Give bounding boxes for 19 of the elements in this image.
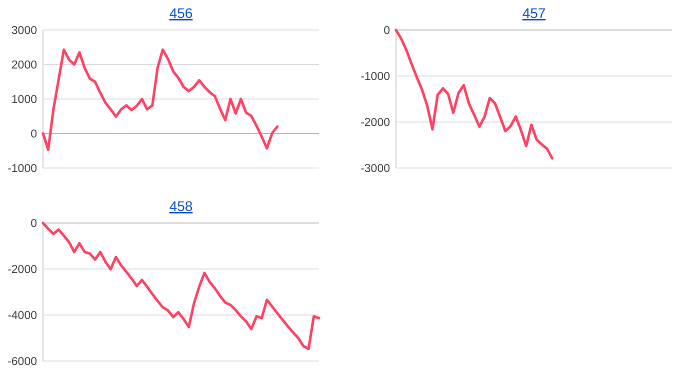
y-tick-label: 0	[30, 218, 37, 230]
y-tick-label: 0	[30, 128, 37, 141]
y-tick-label: -2000	[360, 117, 390, 130]
y-tick-label: 3000	[11, 25, 37, 38]
y-tick-label: 1000	[11, 94, 37, 106]
chart-title: 457	[522, 5, 546, 21]
chart-title: 458	[169, 198, 193, 214]
y-tick-label: -4000	[8, 310, 37, 322]
line-series	[394, 28, 554, 160]
line-series	[42, 222, 320, 350]
y-tick-label: -1000	[8, 163, 37, 176]
y-tick-label: 0	[384, 25, 390, 38]
chart-title: 456	[169, 5, 193, 21]
y-tick-label: 2000	[11, 60, 37, 72]
y-tick-label: -1000	[360, 71, 390, 84]
y-tick-label: -6000	[8, 356, 37, 368]
line-series	[42, 48, 279, 152]
y-tick-label: -3000	[360, 163, 390, 176]
y-tick-label: -2000	[8, 264, 37, 276]
